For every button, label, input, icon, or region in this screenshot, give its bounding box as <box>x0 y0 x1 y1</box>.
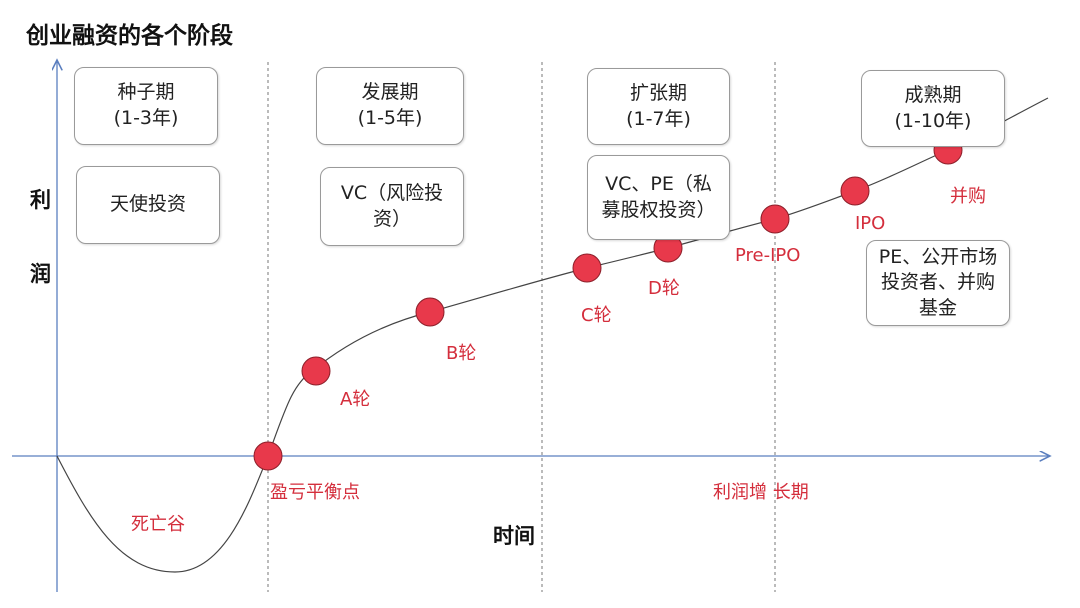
x-axis-label: 时间 <box>493 524 535 548</box>
investor-box: VC（风险投资） <box>320 167 464 246</box>
stage-box: 发展期 (1-5年) <box>316 67 464 145</box>
stage-dividers <box>267 62 776 592</box>
milestone-points <box>253 135 963 471</box>
title: 创业融资的各个阶段 <box>26 23 233 49</box>
growth-label: 利润增 长期 <box>713 482 809 503</box>
milestone-label: C轮 <box>581 305 612 326</box>
y-axis-label: 润 <box>30 262 51 286</box>
stage-years: (1-5年) <box>357 107 423 129</box>
stage-box: 种子期 (1-3年) <box>74 67 218 145</box>
stage-years: (1-7年) <box>626 107 691 130</box>
investors: 天使投资 <box>109 193 186 216</box>
y-axis-label: 利 <box>30 188 51 212</box>
milestone-label: Pre-IPO <box>735 245 801 266</box>
investor-box: VC、PE（私募股权投资） <box>587 155 730 240</box>
milestone-label: 盈亏平衡点 <box>270 482 360 503</box>
investors: VC、PE（私募股权投资） <box>601 172 716 221</box>
investors: VC（风险投资） <box>340 181 444 230</box>
investor-box: 天使投资 <box>76 166 220 244</box>
milestone-label: D轮 <box>648 278 680 299</box>
stage-name: 发展期 <box>361 81 419 104</box>
investor-box: PE、公开市场投资者、并购基金 <box>866 240 1010 326</box>
stage-years: (1-3年) <box>113 107 179 129</box>
stage-name: 扩张期 <box>629 81 687 104</box>
stage-name: 成熟期 <box>904 83 962 106</box>
stage-years: (1-10年) <box>894 109 972 132</box>
valley-label: 死亡谷 <box>131 514 185 535</box>
milestone-label: A轮 <box>340 389 371 410</box>
profit-curve <box>56 97 1049 573</box>
stage-name: 种子期 <box>117 81 175 104</box>
stage-box: 成熟期 (1-10年) <box>861 70 1005 147</box>
milestone-label: IPO <box>855 213 886 234</box>
investors: PE、公开市场投资者、并购基金 <box>878 245 998 319</box>
stage-box: 扩张期 (1-7年) <box>587 68 730 145</box>
milestone-label: B轮 <box>446 343 477 364</box>
milestone-label: 并购 <box>950 186 986 207</box>
